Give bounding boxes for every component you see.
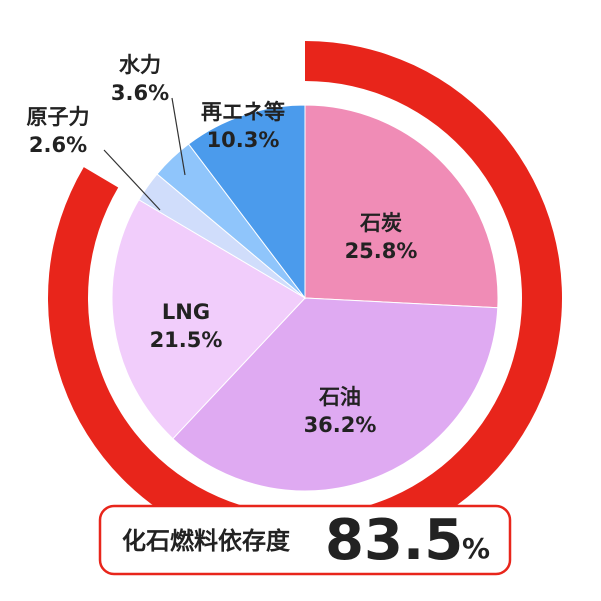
slice-value-label: 2.6% [29, 133, 87, 157]
slice-value-label: 21.5% [150, 328, 223, 352]
slice-label: 原子力 [27, 105, 90, 129]
slice-label: 再エネ等 [201, 100, 285, 124]
leader-line [171, 97, 186, 176]
slice-value-label: 10.3% [207, 128, 280, 152]
slice-label: 石油 [318, 385, 361, 409]
pie-slice [187, 104, 306, 300]
summary-box [98, 504, 512, 576]
summary-value: 83.5 [325, 508, 463, 573]
summary-label: 化石燃料依存度 [122, 527, 291, 555]
pie-slice [172, 297, 499, 492]
slice-value-label: 3.6% [111, 81, 169, 105]
slice-value-label: 25.8% [345, 239, 418, 263]
slice-label: 石炭 [359, 211, 402, 235]
summary-unit: % [462, 532, 490, 565]
slice-value-label: 36.2% [304, 413, 377, 437]
slice-label: LNG [162, 300, 210, 324]
pie-slice [111, 199, 306, 440]
pie-slice [304, 104, 499, 309]
slice-label: 水力 [119, 53, 161, 77]
leader-line [103, 149, 161, 211]
